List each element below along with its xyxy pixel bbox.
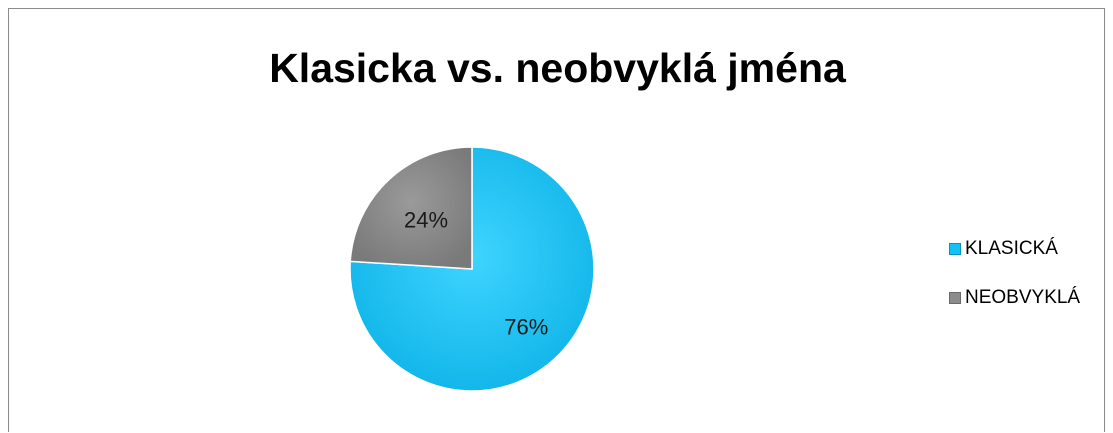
legend-label-neobvykla: NEOBVYKLÁ bbox=[965, 287, 1081, 308]
legend-item-neobvykla: NEOBVYKLÁ bbox=[949, 286, 1080, 310]
pie-slice-neobvykla bbox=[349, 146, 473, 270]
legend-item-klasicka: KLASICKÁ bbox=[949, 237, 1080, 261]
legend-swatch-neobvykla bbox=[949, 292, 961, 304]
legend-swatch-klasicka bbox=[949, 243, 961, 255]
data-label-neobvykla: 24% bbox=[404, 208, 448, 233]
chart-area: Klasicka vs. neobvyklá jména 76% 24% KLAS… bbox=[8, 8, 1105, 432]
data-label-klasicka: 76% bbox=[504, 314, 548, 339]
legend: KLASICKÁ NEOBVYKLÁ bbox=[949, 237, 1080, 335]
legend-label-klasicka: KLASICKÁ bbox=[965, 238, 1058, 259]
chart-title: Klasicka vs. neobvyklá jména bbox=[269, 45, 846, 91]
pie-chart: 76% 24% bbox=[349, 146, 595, 392]
